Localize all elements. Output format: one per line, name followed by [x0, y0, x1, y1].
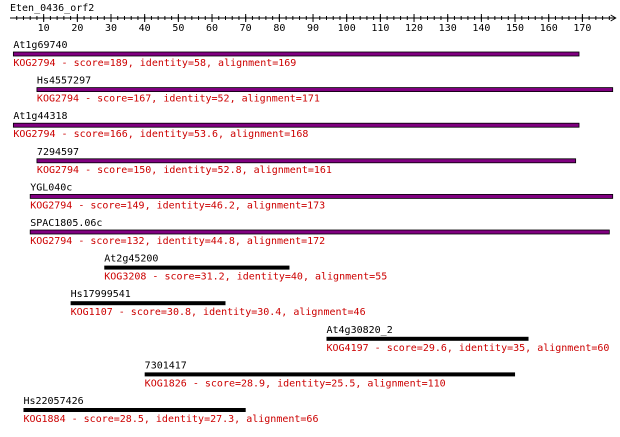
- hit-alignment-bar: [36, 87, 614, 92]
- hit-alignment-bar: [70, 301, 226, 306]
- axis-tick-label: 60: [206, 23, 218, 34]
- hit-name: At2g45200: [104, 254, 158, 265]
- hit-row: Hs4557297 KOG2794 - score=167, identity=5…: [36, 76, 614, 105]
- axis-arrow: [610, 14, 617, 22]
- hit-description: KOG1826 - score=28.9, identity=25.5, ali…: [145, 378, 446, 389]
- hit-description: KOG2794 - score=150, identity=52.8, alig…: [37, 165, 332, 176]
- hit-name: 7294597: [37, 147, 79, 158]
- hit-row: Hs22057426 KOG1884 - score=28.5, identity…: [23, 396, 318, 425]
- hit-description: KOG2794 - score=132, identity=44.8, alig…: [30, 236, 325, 247]
- hit-name: Hs22057426: [23, 396, 83, 407]
- hit-description: KOG2794 - score=189, identity=58, alignm…: [13, 58, 296, 69]
- hit-row: YGL040c KOG2794 - score=149, identity=46.…: [29, 182, 614, 211]
- hit-description: KOG1884 - score=28.5, identity=27.3, ali…: [23, 414, 318, 425]
- hit-alignment-bar: [104, 265, 290, 270]
- hit-description: KOG4197 - score=29.6, identity=35, align…: [326, 343, 609, 354]
- axis-tick-label: 30: [105, 23, 117, 34]
- hit-description: KOG2794 - score=167, identity=52, alignm…: [37, 94, 320, 105]
- hit-description: KOG2794 - score=149, identity=46.2, alig…: [30, 200, 325, 211]
- axis-tick-label: 160: [540, 23, 558, 34]
- axis-tick-label: 80: [273, 23, 285, 34]
- axis-tick-label: 10: [38, 23, 50, 34]
- axis-tick-label: 120: [405, 23, 423, 34]
- sequence-axis: 10 20 30 40 50 60 70 80 90 100 110 120 130 140 150 160 1…: [10, 14, 617, 34]
- axis-tick-label: 100: [338, 23, 356, 34]
- hit-name: YGL040c: [30, 182, 72, 193]
- hit-alignment-bar: [23, 408, 246, 412]
- axis-tick-label: 150: [506, 23, 524, 34]
- axis-tick-label: 50: [172, 23, 184, 34]
- axis-tick-label: 170: [573, 23, 591, 34]
- hit-name: At1g44318: [13, 111, 67, 122]
- hit-row: 7301417 KOG1826 - score=28.9, identity=25…: [144, 360, 516, 389]
- hit-name: At4g30820_2: [326, 325, 392, 336]
- hit-name: At1g69740: [13, 40, 67, 51]
- hit-alignment-bar: [29, 229, 610, 235]
- hit-row: Hs17999541 KOG1107 - score=30.8, identity…: [70, 289, 366, 318]
- hit-name: 7301417: [145, 360, 187, 371]
- axis-tick-label: 40: [139, 23, 151, 34]
- axis-tick-label: 140: [472, 23, 490, 34]
- axis-tick-label: 70: [240, 23, 252, 34]
- axis-tick-label: 130: [439, 23, 457, 34]
- hit-description: KOG1107 - score=30.8, identity=30.4, ali…: [71, 307, 366, 318]
- hit-alignment-bar: [326, 336, 529, 341]
- query-title: Eten_0436_orf2: [10, 3, 94, 14]
- hit-name: Hs17999541: [71, 289, 131, 300]
- hit-alignment-bar: [144, 372, 516, 377]
- hit-row: At1g69740 KOG2794 - score=189, identity=5…: [12, 40, 580, 69]
- hit-row: 7294597 KOG2794 - score=150, identity=52.…: [36, 147, 577, 176]
- hit-row: SPAC1805.06c KOG2794 - score=132, identit…: [29, 218, 610, 247]
- hit-list: At1g69740 KOG2794 - score=189, identity=5…: [12, 40, 614, 425]
- axis-tick-label: 90: [307, 23, 319, 34]
- axis-tick-label: 20: [71, 23, 83, 34]
- hit-row: At2g45200 KOG3208 - score=31.2, identity=…: [104, 254, 387, 283]
- hit-alignment-bar: [12, 51, 580, 57]
- hit-alignment-bar: [29, 193, 614, 199]
- hit-alignment-bar: [36, 158, 577, 164]
- hit-alignment-bar: [12, 122, 580, 128]
- hit-name: Hs4557297: [37, 76, 91, 87]
- axis-tick-label: 110: [371, 23, 389, 34]
- hit-row: At1g44318 KOG2794 - score=166, identity=5…: [12, 111, 580, 140]
- hit-description: KOG3208 - score=31.2, identity=40, align…: [104, 272, 387, 283]
- hit-row: At4g30820_2 KOG4197 - score=29.6, identit…: [326, 325, 609, 354]
- hit-name: SPAC1805.06c: [30, 218, 102, 229]
- hit-description: KOG2794 - score=166, identity=53.6, alig…: [13, 129, 308, 140]
